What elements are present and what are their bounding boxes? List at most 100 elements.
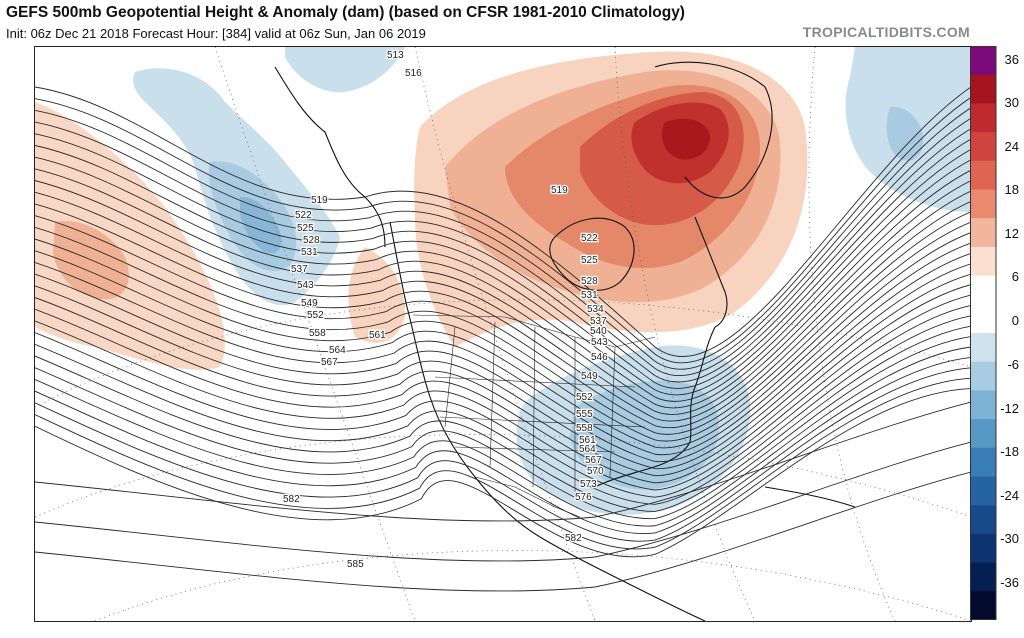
- height-contour: [35, 138, 971, 389]
- height-contours: [35, 86, 971, 592]
- source-credit: TROPICALTIDBITS.COM: [802, 24, 970, 40]
- colorbar-tick-label: -30: [1000, 531, 1019, 546]
- contour-label: 522: [295, 210, 312, 221]
- contour-label: 543: [297, 280, 314, 291]
- contour-label: 561: [369, 330, 386, 341]
- colorbar-canvas: 36 30 24 18 12 6 0 -6 -12 -18 -24 -30 -36: [970, 46, 1019, 621]
- colorbar-swatch: [970, 218, 996, 248]
- contour-label: 555: [576, 409, 593, 420]
- height-contour: [35, 97, 971, 364]
- colorbar-tick-label: 0: [1012, 313, 1019, 328]
- contour-label: 519: [551, 185, 568, 196]
- contour-label: 522: [581, 233, 598, 244]
- contour-label: 534: [587, 304, 604, 315]
- negative-anomaly-gulf-core-2: [240, 196, 282, 254]
- contour-label: 552: [307, 310, 324, 321]
- height-contour: [35, 304, 971, 498]
- colorbar-swatch: [970, 333, 996, 363]
- positive-anomaly-west-us: [348, 247, 405, 343]
- colorbar-swatch: [970, 533, 996, 564]
- height-contour: [35, 263, 971, 470]
- height-contour: [35, 441, 971, 562]
- colorbar-swatch: [970, 103, 996, 133]
- contour-label: 546: [591, 352, 608, 363]
- contour-label: 558: [576, 423, 593, 434]
- height-contour: [35, 86, 971, 357]
- contour-label: 519: [311, 195, 328, 206]
- colorbar-swatch: [970, 361, 996, 391]
- contour-label: 567: [321, 357, 338, 368]
- contour-label: 552: [576, 392, 593, 403]
- contour-label: 570: [587, 466, 604, 477]
- colorbar-swatch: [970, 476, 996, 506]
- height-contour: [35, 128, 971, 383]
- coastline-mexico-west: [539, 536, 706, 621]
- colorbar-border: [970, 46, 997, 620]
- coastline-cuba: [764, 486, 856, 508]
- contour-label: 513: [387, 50, 404, 61]
- colorbar-tick-label: 30: [1005, 95, 1019, 110]
- contour-label: 543: [591, 337, 608, 348]
- height-contour: [35, 117, 971, 376]
- colorbar-tick-label: -18: [1000, 444, 1019, 459]
- contour-label: 549: [581, 371, 598, 382]
- contour-label: 558: [309, 328, 326, 339]
- colorbar-swatch: [970, 246, 996, 277]
- colorbar-tick-label: -24: [1000, 488, 1019, 503]
- contour-label: 561: [579, 435, 596, 446]
- contour-label: 573: [580, 479, 597, 490]
- height-contour: [35, 273, 971, 477]
- colorbar-swatch: [970, 505, 996, 535]
- colorbar-tick-label: -12: [1000, 401, 1019, 416]
- colorbar-tick-label: 24: [1005, 139, 1019, 154]
- height-contour: [35, 221, 971, 442]
- colorbar-swatch: [970, 189, 996, 219]
- coastline-labrador: [694, 216, 728, 328]
- contour-label: 537: [590, 316, 607, 327]
- height-contour: [35, 356, 971, 534]
- contour-label: 528: [581, 276, 598, 287]
- contour-label: 582: [283, 494, 300, 505]
- coastline-alaska: [274, 66, 386, 248]
- coastline-greenland: [654, 61, 773, 199]
- map-title: GEFS 500mb Geopotential Height & Anomaly…: [6, 4, 685, 21]
- height-contour: [35, 200, 971, 429]
- colorbar-tick-label: -6: [1007, 357, 1019, 372]
- height-contour: [35, 149, 971, 396]
- colorbar-swatch: [970, 132, 996, 162]
- colorbar-tick-label: 36: [1005, 52, 1019, 67]
- height-contour: [35, 377, 971, 550]
- coastline-hudson-bay: [549, 217, 635, 291]
- height-contour: [35, 471, 971, 592]
- height-contour: [35, 346, 971, 527]
- colorbar-swatch: [970, 275, 996, 305]
- height-contour: [35, 159, 971, 402]
- height-contour: [35, 401, 971, 522]
- colorbar-tick-label: -36: [1000, 575, 1019, 590]
- colorbar-swatch: [970, 390, 996, 420]
- colorbar-swatch: [970, 591, 996, 621]
- border-states-1: [444, 321, 616, 497]
- colorbar-tick-label: 12: [1005, 226, 1019, 241]
- contour-label: 537: [291, 264, 308, 275]
- contour-label: 516: [405, 68, 422, 79]
- positive-anomaly-canada-6: [661, 118, 711, 160]
- meridian-3: [614, 47, 756, 621]
- parallel-3: [94, 550, 971, 621]
- contour-label: 549: [301, 298, 318, 309]
- colorbar-tick-label: 6: [1012, 269, 1019, 284]
- contour-label: 531: [581, 290, 598, 301]
- contour-label: 582: [565, 533, 582, 544]
- height-anomaly-map: 513 516 519 522 525 528 531 537 543 549 552 558 561 5…: [34, 46, 972, 622]
- contour-label: 531: [301, 247, 318, 258]
- height-contour: [35, 252, 971, 462]
- colorbar-swatch: [970, 447, 996, 477]
- contour-label: 564: [329, 345, 346, 356]
- colorbar-tick-label: 18: [1005, 182, 1019, 197]
- colorbar-swatch: [970, 419, 996, 449]
- negative-anomaly-north-atlantic-2: [886, 106, 924, 161]
- contour-label: 540: [590, 326, 607, 337]
- height-contour: [35, 388, 971, 558]
